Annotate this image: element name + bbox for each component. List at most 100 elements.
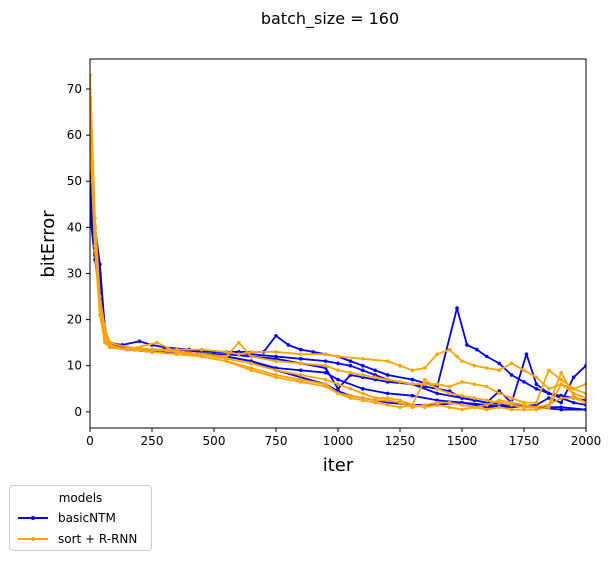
data-point-basicntm-0-31	[522, 380, 526, 384]
y-tick-label: 30	[67, 266, 82, 280]
data-point-basicntm-1-14	[336, 361, 340, 366]
data-point-sort-r-rnn-6-26	[472, 382, 477, 386]
data-point-sort-r-rnn-7-23	[447, 391, 452, 396]
data-point-sort-r-rnn-8-18	[385, 398, 390, 403]
series-line-sort-r-rnn-9	[90, 135, 586, 411]
data-point-sort-r-rnn-5-18	[398, 363, 402, 368]
data-point-basicntm-1-13	[323, 359, 328, 363]
data-point-basicntm-1-16	[361, 368, 365, 373]
data-point-sort-r-rnn-5-23	[455, 354, 459, 359]
data-point-sort-r-rnn-5-28	[509, 361, 514, 366]
data-point-sort-r-rnn-7-22	[435, 386, 440, 391]
data-point-sort-r-rnn-9-19	[398, 405, 402, 410]
data-point-sort-r-rnn-8-33	[571, 396, 576, 400]
data-point-sort-r-rnn-5-21	[435, 352, 440, 357]
data-point-sort-r-rnn-8-23	[447, 400, 452, 405]
data-point-sort-r-rnn-5-26	[485, 366, 489, 370]
data-point-basicntm-4-28	[559, 407, 563, 412]
data-point-basicntm-0-21	[373, 368, 378, 373]
data-point-sort-r-rnn-5-30	[534, 375, 539, 380]
data-point-basicntm-4-14	[336, 386, 340, 391]
data-point-sort-r-rnn-6-21	[410, 382, 415, 386]
data-point-sort-r-rnn-7-32	[559, 370, 563, 375]
x-tick-label: 1000	[323, 434, 354, 448]
data-point-basicntm-0-30	[509, 373, 514, 377]
data-point-sort-r-rnn-6-18	[373, 375, 378, 380]
x-tick-label: 2000	[571, 434, 602, 448]
data-point-sort-r-rnn-6-28	[497, 391, 502, 396]
data-point-sort-r-rnn-9-27	[497, 405, 502, 410]
data-point-sort-r-rnn-5-8	[199, 347, 204, 352]
data-point-basicntm-0-28	[485, 354, 489, 359]
data-point-basicntm-1-30	[571, 400, 576, 405]
data-point-sort-r-rnn-9-24	[460, 407, 464, 412]
data-point-basicntm-2-23	[547, 396, 551, 400]
data-point-sort-r-rnn-5-15	[336, 354, 340, 359]
data-point-sort-r-rnn-8-19	[398, 400, 402, 405]
data-point-sort-r-rnn-9-3	[103, 340, 107, 345]
legend-swatch-basicntm	[18, 516, 48, 520]
data-point-basicntm-2-17	[410, 393, 415, 398]
y-tick-label: 50	[67, 174, 82, 188]
data-point-sort-r-rnn-6-14	[323, 363, 328, 368]
data-point-sort-r-rnn-7-14	[336, 382, 340, 386]
data-point-sort-r-rnn-6-25	[460, 380, 464, 384]
chart-title: batch_size = 160	[261, 9, 399, 29]
data-point-sort-r-rnn-7-26	[485, 398, 489, 403]
data-point-basicntm-2-12	[299, 368, 303, 373]
data-point-sort-r-rnn-9-1	[93, 248, 97, 253]
data-point-sort-r-rnn-6-16	[348, 370, 353, 375]
data-point-basicntm-0-20	[361, 363, 365, 368]
data-point-basicntm-1-26	[524, 352, 529, 357]
series-layer	[90, 73, 586, 412]
data-point-sort-r-rnn-6-27	[485, 384, 489, 389]
y-tick-label: 0	[74, 405, 82, 419]
data-point-basicntm-0-14	[286, 343, 291, 347]
y-axis-label: bitError	[38, 210, 59, 278]
data-point-sort-r-rnn-9-11	[274, 375, 278, 380]
data-point-basicntm-0-26	[465, 343, 469, 347]
x-tick-label: 1250	[385, 434, 416, 448]
data-point-basicntm-1-15	[348, 363, 353, 368]
data-point-basicntm-1-27	[534, 382, 539, 386]
data-point-sort-r-rnn-8-27	[497, 398, 502, 403]
data-point-sort-r-rnn-6-24	[447, 384, 452, 389]
data-point-basicntm-0-16	[311, 350, 316, 354]
data-point-sort-r-rnn-5-12	[274, 350, 278, 354]
data-point-sort-r-rnn-9-25	[472, 405, 477, 410]
data-point-sort-r-rnn-6-10	[237, 340, 241, 345]
data-point-sort-r-rnn-5-11	[249, 350, 253, 354]
x-tick-label: 1500	[447, 434, 478, 448]
legend: models basicNTM sort + R-RNN	[9, 485, 152, 551]
data-point-basicntm-0-15	[299, 347, 303, 352]
data-point-basicntm-1-12	[299, 357, 303, 361]
data-point-sort-r-rnn-6-12	[274, 359, 278, 363]
data-point-sort-r-rnn-9-13	[323, 384, 328, 389]
data-point-sort-r-rnn-8-24	[460, 403, 464, 407]
data-point-sort-r-rnn-9-15	[348, 396, 353, 400]
data-point-sort-r-rnn-6-34	[571, 386, 576, 391]
data-point-basicntm-2-25	[571, 375, 576, 380]
data-point-sort-r-rnn-6-33	[559, 377, 563, 382]
data-point-basicntm-1-28	[547, 391, 551, 396]
data-point-sort-r-rnn-9-7	[175, 352, 179, 357]
data-point-sort-r-rnn-9-9	[224, 359, 229, 363]
data-point-sort-r-rnn-5-24	[460, 359, 464, 363]
data-point-sort-r-rnn-6-19	[385, 377, 390, 382]
data-point-sort-r-rnn-6-20	[398, 380, 402, 384]
data-point-basicntm-2-14	[336, 377, 340, 382]
x-axis: 0 250 500 750 1000 1250 1500 1750 2000	[86, 428, 601, 448]
data-point-basicntm-2-16	[385, 391, 390, 396]
data-point-sort-r-rnn-7-13	[323, 377, 328, 382]
data-point-basicntm-0-27	[475, 347, 479, 352]
y-tick-label: 20	[67, 313, 82, 327]
legend-swatch-sort-rrnn	[18, 537, 48, 541]
data-point-sort-r-rnn-9-14	[336, 391, 340, 396]
plot-frame	[89, 58, 587, 429]
legend-label-basicntm: basicNTM	[58, 511, 116, 525]
data-point-sort-r-rnn-9-8	[199, 354, 204, 359]
x-axis-label: iter	[323, 455, 354, 476]
data-point-sort-r-rnn-6-29	[509, 396, 514, 400]
y-axis: 0 10 20 30 40 50 60 70	[67, 82, 90, 419]
data-point-sort-r-rnn-9-28	[509, 407, 514, 412]
